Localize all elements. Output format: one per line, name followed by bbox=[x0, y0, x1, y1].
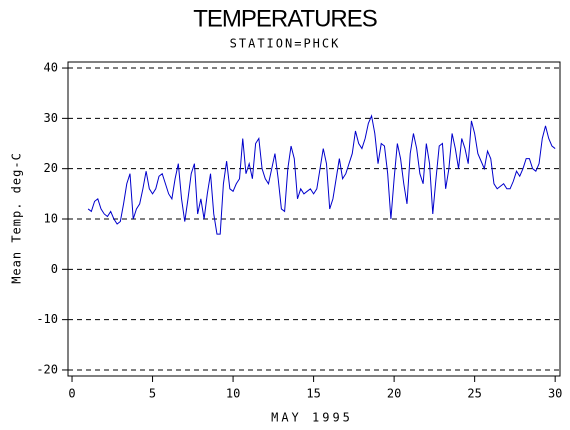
y-tick-label: 40 bbox=[44, 61, 58, 75]
y-tick-label: 20 bbox=[44, 161, 58, 175]
x-tick-label: 25 bbox=[467, 387, 481, 401]
y-tick-label: 10 bbox=[44, 212, 58, 226]
x-tick-label: 20 bbox=[387, 387, 401, 401]
chart-subtitle: STATION=PHCK bbox=[230, 37, 341, 51]
x-tick-label: 10 bbox=[226, 387, 240, 401]
y-axis-label: Mean Temp. deg-C bbox=[10, 152, 24, 284]
x-tick-label: 5 bbox=[149, 387, 156, 401]
y-tick-label: 0 bbox=[51, 262, 58, 276]
data-line bbox=[87, 114, 556, 235]
y-tick-label: 30 bbox=[44, 111, 58, 125]
x-axis-label: MAY 1995 bbox=[271, 411, 353, 425]
x-tick-label: 15 bbox=[306, 387, 320, 401]
y-tick-label: -10 bbox=[36, 312, 58, 326]
chart-title: TEMPERATURES bbox=[193, 5, 377, 32]
y-tick-label: -20 bbox=[36, 362, 58, 376]
x-tick-label: 0 bbox=[68, 387, 75, 401]
x-tick-label: 30 bbox=[548, 387, 562, 401]
